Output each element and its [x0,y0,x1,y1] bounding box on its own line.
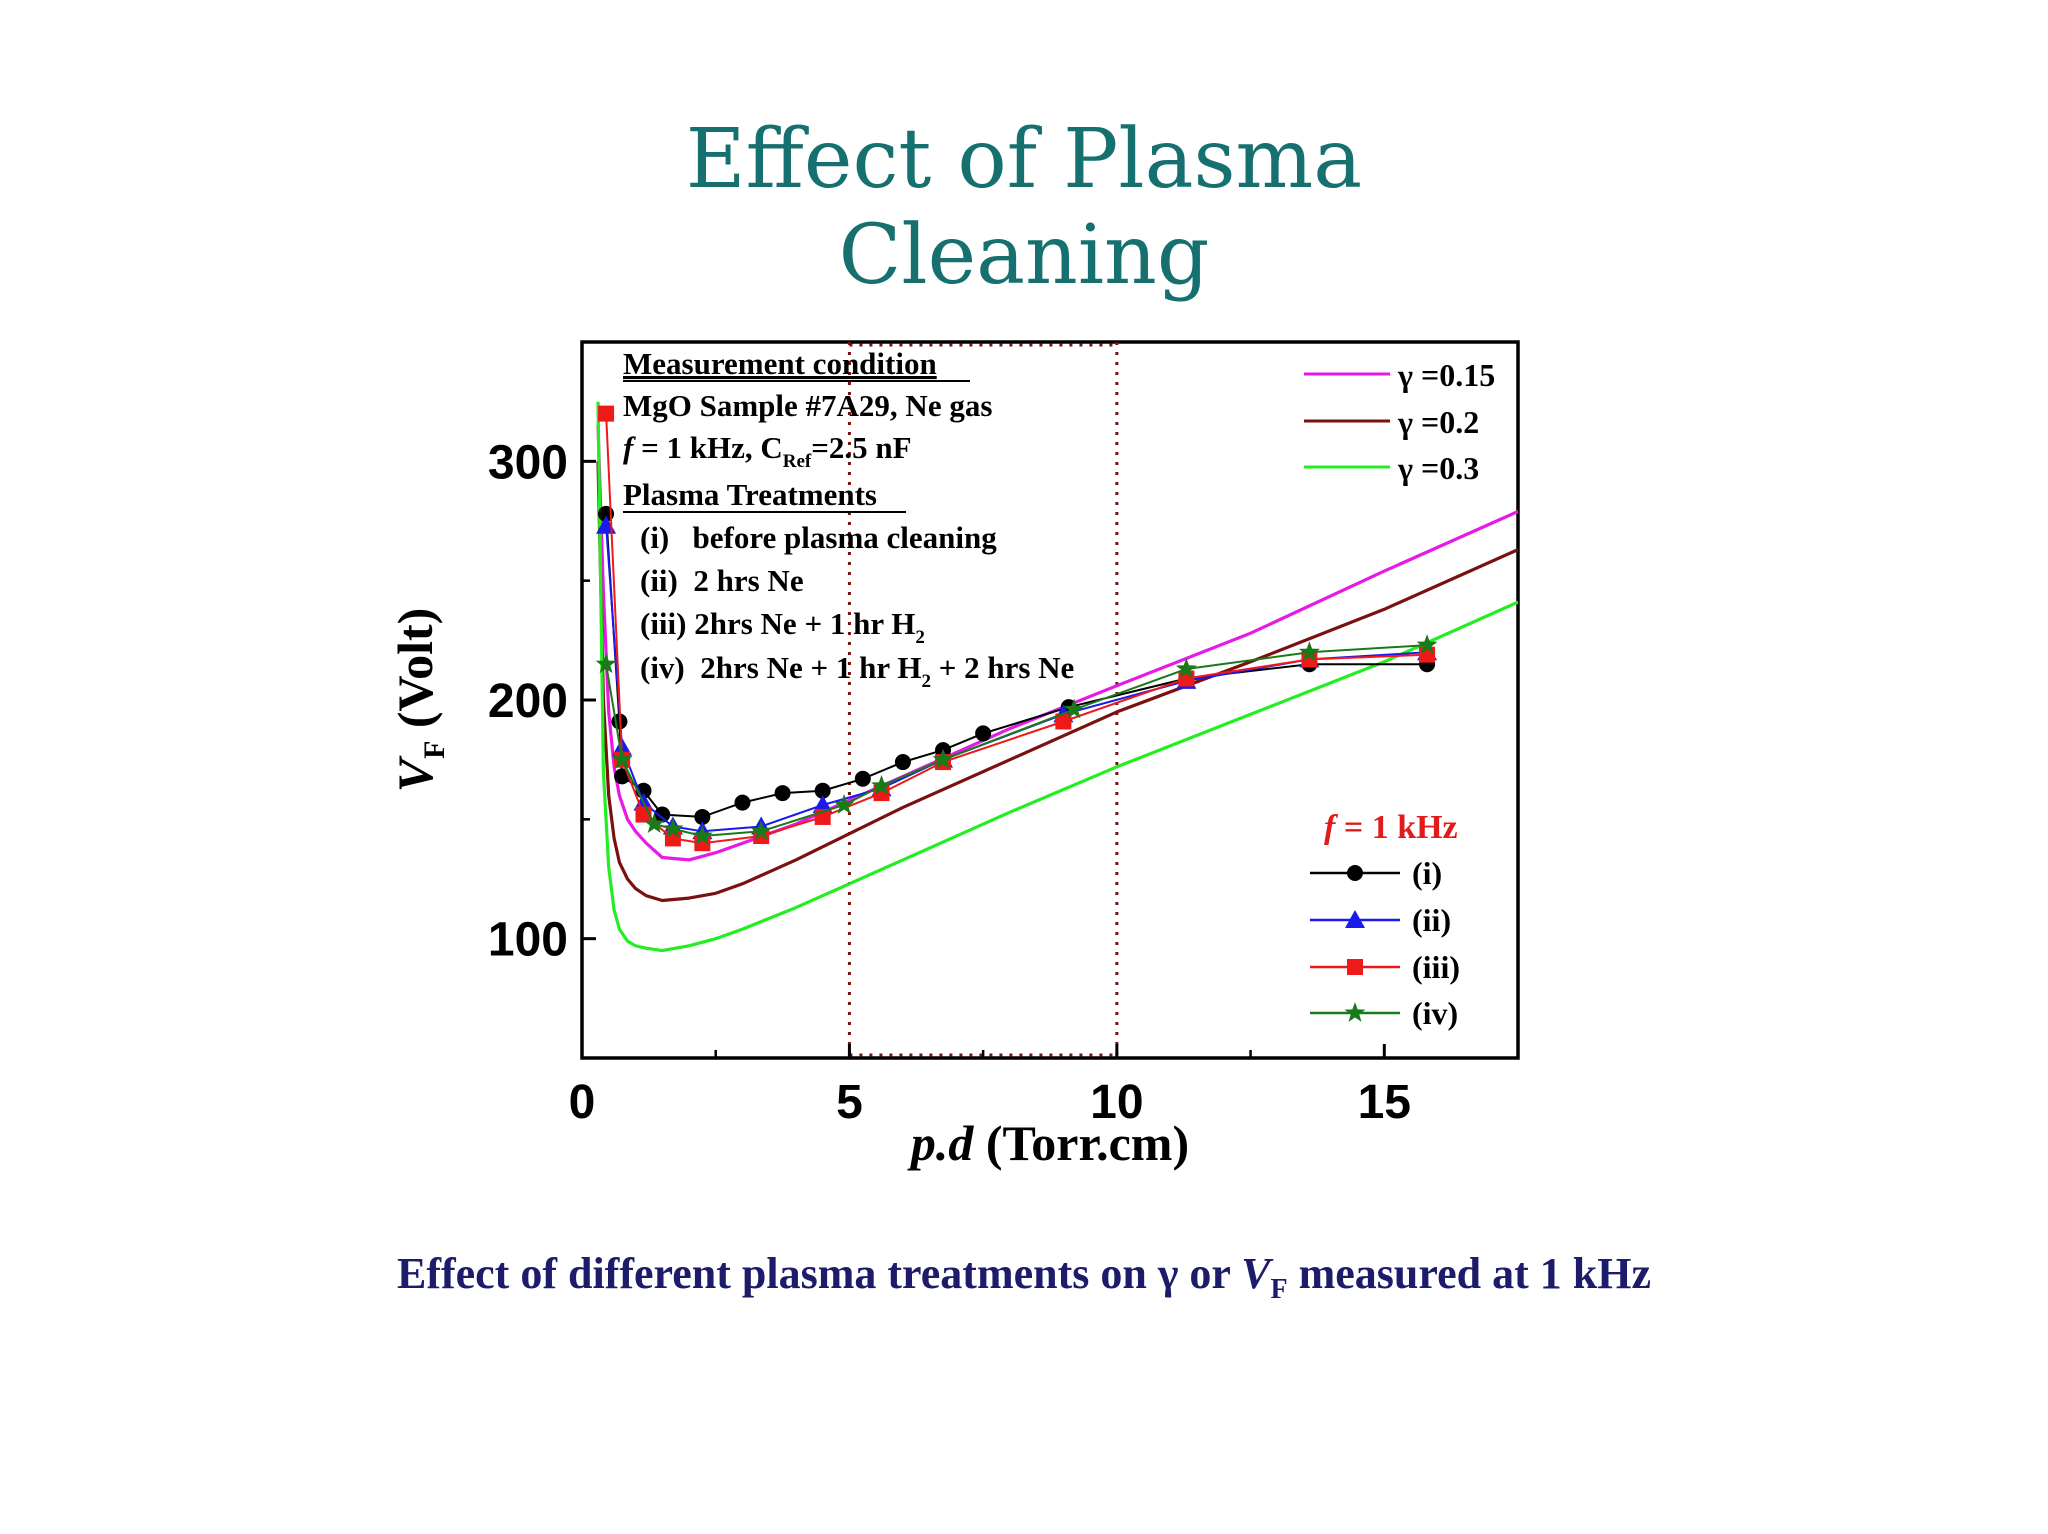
annotation-t4-a: (iv) 2hrs Ne + 1 hr H [640,650,921,685]
theory-curve-2 [596,401,1518,953]
y-axis-label: VF (Volt) [387,608,451,793]
annotation-t2: (ii) 2 hrs Ne [640,563,804,598]
slide-title-line2: Cleaning [838,208,1210,303]
annotation-cond-end: =2.5 nF [811,430,911,465]
series-4-point [833,794,855,814]
y-axis-label-unit: (Volt) [387,608,443,741]
series-1-point [975,725,992,742]
caption-var: V [1241,1249,1271,1298]
x-tick-label: 15 [1358,1076,1411,1129]
series-1-point [734,794,751,811]
annotation-t4: (iv) 2hrs Ne + 1 hr H2 + 2 hrs Ne [640,650,1074,692]
series-4-point [1298,641,1320,662]
legend-series-marker [1347,959,1363,975]
measurement-annotation: Measurement condition MgO Sample #7A29, … [623,346,1074,692]
freq-label-f: f [1324,809,1339,846]
x-tick-label: 5 [836,1076,863,1129]
series-1-point [894,754,911,771]
axis-ticks [580,459,1386,1058]
series-4-point [611,748,633,769]
series-4-point [643,813,665,833]
x-axis-label-var: p.d [907,1115,975,1171]
series-4 [595,634,1438,845]
legend-series-i-label: (i) [1412,855,1442,891]
annotation-t4-sub: 2 [921,671,931,692]
annotation-treat-heading: Plasma Treatments [623,477,877,512]
series-1-point [694,808,711,825]
annotation-t4-b: + 2 hrs Ne [931,650,1074,685]
y-tick-label: 200 [488,675,568,728]
legend-series-marker [1347,865,1363,881]
series-4-point [932,748,954,769]
guide-lines [847,342,1119,1058]
annotation-sample: MgO Sample #7A29, Ne gas [623,388,992,423]
annotation-condition: f = 1 kHz, CRef=2.5 nF [623,430,912,472]
freq-label: f = 1 kHz [1324,809,1458,846]
series-3-point [1055,713,1072,730]
series-4-point [691,825,713,845]
legend-series-marker [1344,1002,1366,1022]
y-axis-label-var: V [387,755,443,792]
series-4-point [1416,634,1438,654]
y-tick-label: 300 [488,436,568,489]
slide-title: Effect of Plasma Cleaning [0,112,2048,304]
annotation-t3: (iii) 2hrs Ne + 1 hr H2 [640,606,925,648]
series-4-point [595,653,617,674]
theory-curve-0 [596,425,1518,862]
caption-post: measured at 1 kHz [1287,1249,1652,1298]
legend-series-iv-label: (iv) [1412,995,1458,1031]
y-axis-label-sub: F [418,741,451,759]
series-4-point [871,774,892,795]
theory-curves [596,401,1518,953]
series-4-point [1063,698,1085,719]
freq-label-rest: = 1 kHz [1335,809,1457,846]
legend-gamma-02-label: γ =0.2 [1397,404,1479,440]
series-3-point [598,405,615,422]
series-4-point [662,817,684,838]
x-tick-label: 0 [569,1076,596,1129]
slide-title-line1: Effect of Plasma [685,112,1363,207]
slide-caption: Effect of different plasma treatments on… [0,1248,2048,1306]
annotation-cond-f: f [623,430,636,465]
series-1-point [774,785,791,802]
caption-sub: F [1270,1273,1288,1305]
annotation-cond-mid: = 1 kHz, C [633,430,782,465]
x-axis-label: p.d (Torr.cm) [907,1115,1189,1171]
annotation-t3-sub: 2 [915,627,925,648]
annotation-cond-sub: Ref [783,451,812,472]
x-tick-label: 10 [1090,1076,1143,1129]
theory-curve-1 [596,461,1518,903]
annotation-heading: Measurement condition [623,346,937,381]
data-series [595,405,1438,852]
legend-gamma-015-label: γ =0.15 [1397,357,1495,393]
y-tick-label: 100 [488,914,568,967]
legend-series-iii-label: (iii) [1412,949,1460,985]
legend-series-marks [1310,865,1400,1022]
series-2-point [812,795,833,814]
series-1-point [654,806,671,823]
series-1-point [814,782,831,799]
caption-pre: Effect of different plasma treatments on… [396,1249,1242,1298]
legend-theory: γ =0.15 γ =0.2 γ =0.3 [1304,357,1495,486]
legend-series-ii-label: (ii) [1412,902,1451,938]
legend-series-marker [1345,910,1365,928]
annotation-t1: (i) before plasma cleaning [640,520,997,555]
axis-tick-labels: 0 5 10 15 100 200 300 [488,436,1411,1129]
annotation-t3-text: (iii) 2hrs Ne + 1 hr H [640,606,915,641]
series-4-point [750,820,772,841]
legend-series: f = 1 kHz (i) (ii) (iii) (iv) [1310,809,1460,1031]
legend-gamma-03-label: γ =0.3 [1397,450,1479,486]
series-1-point [854,770,871,787]
series-4-point [1175,658,1197,678]
x-axis-label-unit: (Torr.cm) [973,1115,1189,1171]
